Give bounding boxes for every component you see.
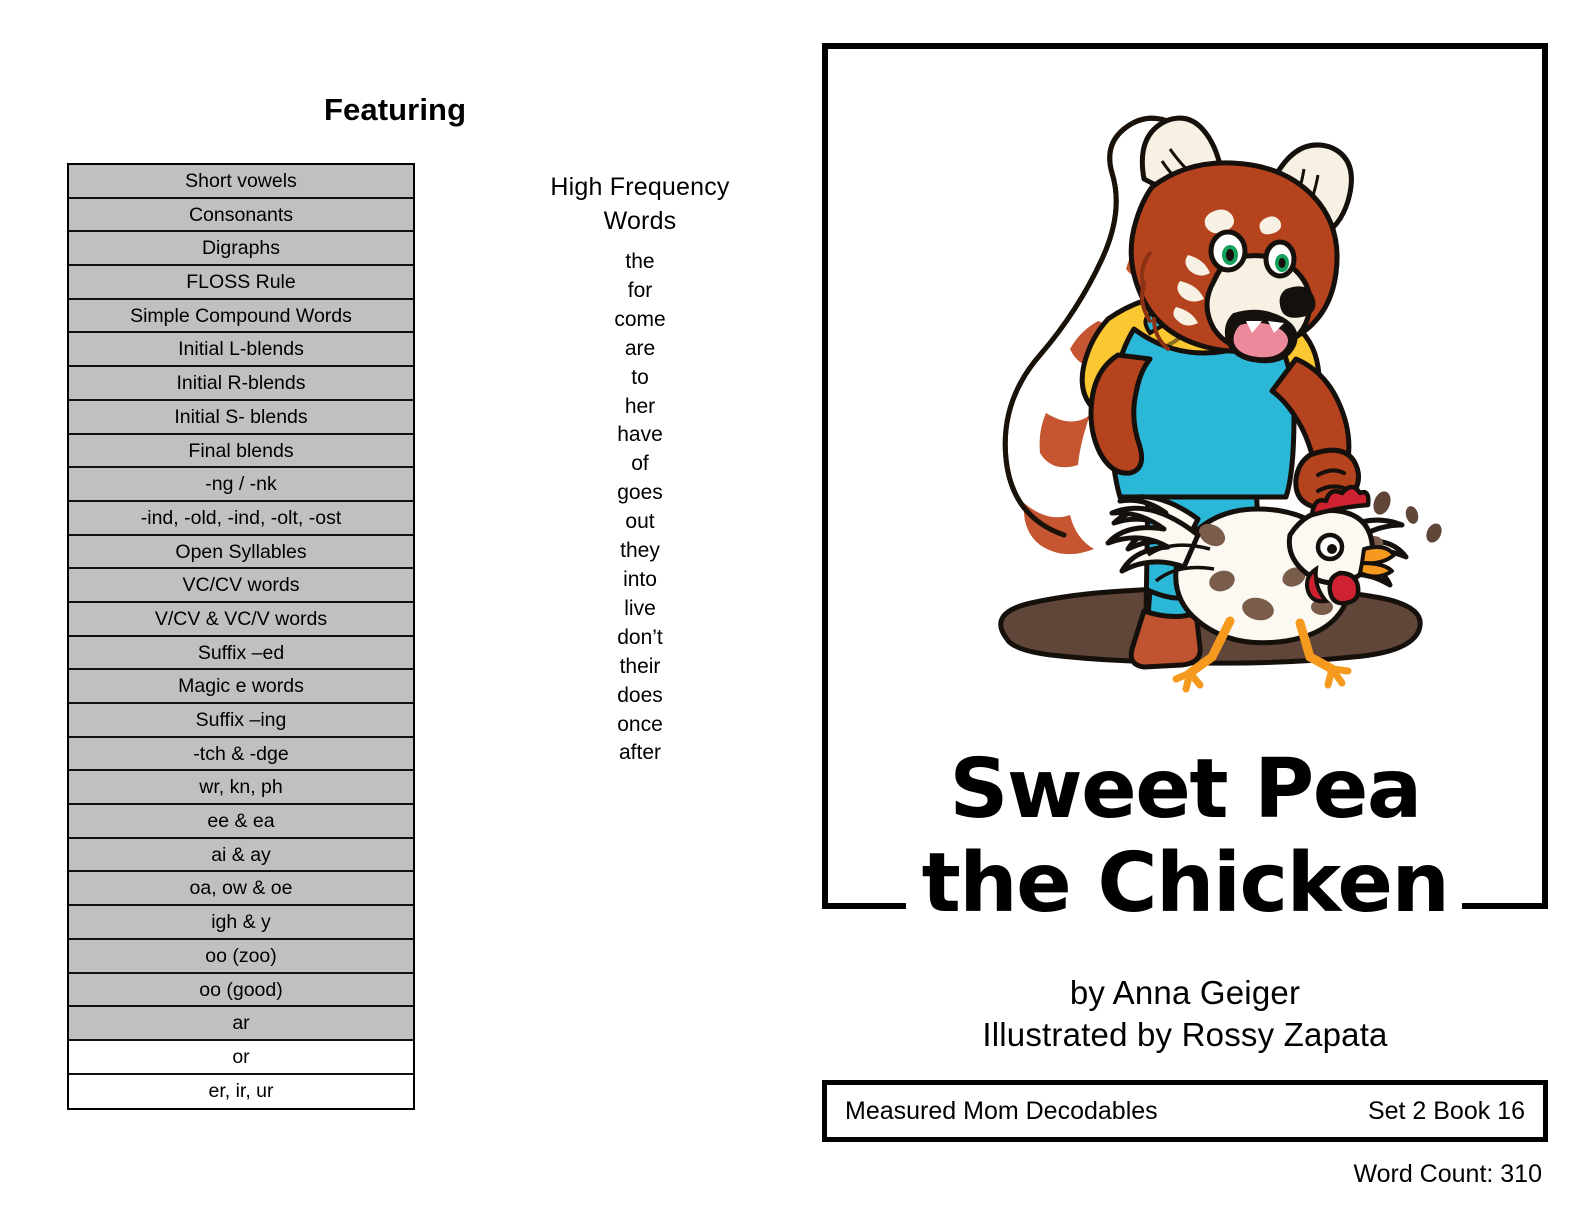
high-frequency-word: once: [617, 712, 663, 736]
skill-row: VC/CV words: [69, 569, 413, 603]
high-frequency-words-title: High Frequency Words: [520, 170, 760, 238]
high-frequency-word: for: [627, 278, 653, 302]
skill-row: -ind, -old, -ind, -olt, -ost: [69, 501, 413, 536]
skill-row: oo (zoo): [69, 939, 413, 974]
high-frequency-word: after: [618, 741, 662, 765]
skill-row: er, ir, ur: [69, 1074, 413, 1109]
cover-title-line-2: the Chicken: [921, 836, 1450, 931]
high-frequency-word: live: [624, 596, 656, 620]
book-cover: Sweet Pea the Chicken: [822, 43, 1548, 931]
panda-arms: [1088, 352, 1361, 511]
cover-title: Sweet Pea the Chicken: [822, 743, 1548, 931]
skill-row: FLOSS Rule: [69, 266, 413, 300]
cover-frame-bottom-left: [822, 903, 906, 909]
cover-title-line-1: Sweet Pea: [949, 742, 1422, 837]
skill-row: -ng / -nk: [69, 468, 413, 502]
skill-row: Magic e words: [69, 670, 413, 704]
high-frequency-word: the: [625, 250, 655, 273]
skill-row: ar: [69, 1007, 413, 1041]
cover-illustration: [998, 115, 1442, 693]
skill-row: V/CV & VC/V words: [69, 602, 413, 637]
skill-row: ai & ay: [69, 838, 413, 873]
skill-row: Short vowels: [69, 165, 413, 199]
series-name: Measured Mom Decodables: [845, 1096, 1158, 1125]
series-info-box: Measured Mom Decodables Set 2 Book 16: [822, 1080, 1548, 1142]
illustrator-line: Illustrated by Rossy Zapata: [982, 1016, 1388, 1053]
hfw-title-line-2: Words: [603, 207, 677, 235]
skill-row: Final blends: [69, 434, 413, 469]
panda-head: [1128, 115, 1354, 364]
high-frequency-word: into: [623, 567, 657, 591]
skill-row: Initial L-blends: [69, 333, 413, 368]
high-frequency-word: goes: [617, 481, 663, 505]
high-frequency-word: her: [624, 394, 656, 418]
cover-frame-right: [1542, 43, 1548, 909]
skill-row: -tch & -dge: [69, 737, 413, 772]
skill-row: Simple Compound Words: [69, 299, 413, 334]
skill-row: or: [69, 1040, 413, 1075]
cover-byline: by Anna Geiger Illustrated by Rossy Zapa…: [822, 972, 1548, 1056]
high-frequency-word: does: [617, 683, 663, 707]
high-frequency-words-list: the for come are to her have of goes out they into l…: [520, 248, 760, 768]
author-line: by Anna Geiger: [1069, 974, 1301, 1011]
high-frequency-word: their: [619, 654, 661, 678]
skill-row: Digraphs: [69, 232, 413, 267]
high-frequency-word: come: [614, 307, 666, 331]
chicken: [1105, 484, 1442, 693]
skill-row: Suffix –ed: [69, 636, 413, 671]
high-frequency-word: out: [625, 510, 655, 534]
set-book-number: Set 2 Book 16: [1367, 1096, 1525, 1125]
high-frequency-word: are: [624, 336, 656, 360]
cover-frame-bottom-right: [1462, 903, 1548, 909]
featuring-heading: Featuring: [324, 92, 467, 127]
skill-row: oo (good): [69, 973, 413, 1008]
skill-row: Open Syllables: [69, 535, 413, 570]
hfw-title-line-1: High Frequency: [550, 173, 730, 201]
skill-row: Suffix –ing: [69, 704, 413, 738]
cover-frame-top: [822, 43, 1548, 49]
skill-row: Initial S- blends: [69, 400, 413, 435]
skill-row: wr, kn, ph: [69, 771, 413, 806]
high-frequency-word: to: [631, 365, 649, 389]
word-count-label: Word Count: 310: [1353, 1160, 1542, 1188]
high-frequency-word: don’t: [617, 625, 663, 649]
skill-row: igh & y: [69, 906, 413, 940]
high-frequency-word: have: [617, 423, 663, 447]
cover-frame-left: [822, 43, 828, 909]
high-frequency-word: they: [620, 539, 660, 563]
skill-row: Consonants: [69, 198, 413, 233]
skills-table: Short vowels Consonants Digraphs FLOSS Rule…: [67, 163, 415, 1111]
skill-row: Initial R-blends: [69, 367, 413, 401]
high-frequency-words-block: High Frequency Words the for come are to her h…: [520, 170, 760, 768]
skill-row: oa, ow & oe: [69, 872, 413, 907]
high-frequency-word: of: [631, 452, 649, 476]
skill-row: ee & ea: [69, 805, 413, 839]
